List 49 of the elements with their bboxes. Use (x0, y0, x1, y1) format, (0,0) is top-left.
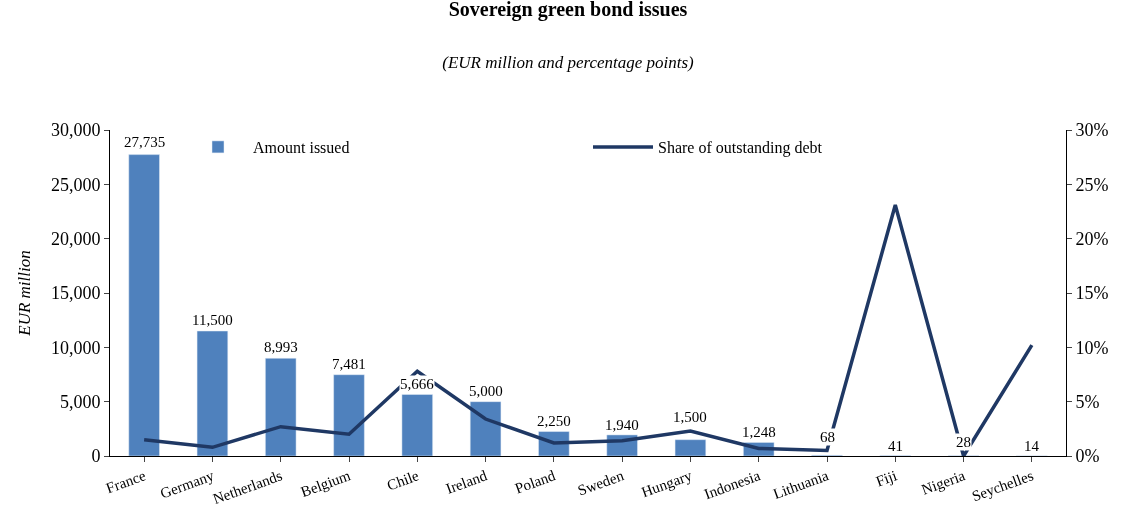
y-tick-label: 25,000 (50, 174, 101, 195)
y2-tick-label: 25% (1075, 174, 1109, 195)
x-tick-label: Belgium (298, 467, 353, 501)
bar (196, 330, 229, 456)
y-axis-title: EUR million (15, 250, 35, 337)
bar (469, 401, 502, 456)
x-tick-label: Chile (384, 467, 422, 494)
data-label: 1,940 (605, 417, 639, 433)
y2-tick-label: 5% (1075, 391, 1100, 412)
data-label: 27,735 (124, 134, 166, 150)
data-label: 1,248 (742, 424, 776, 440)
y-tick-label: 10,000 (50, 337, 101, 358)
x-tick-label: France (103, 467, 149, 497)
data-label: 2,250 (537, 413, 571, 429)
legend-label: Amount issued (253, 139, 350, 157)
data-label: 41 (888, 438, 903, 454)
data-label: 11,500 (192, 312, 233, 328)
x-tick-label: Sweden (575, 467, 627, 499)
y2-tick-label: 30% (1075, 120, 1109, 141)
bar (674, 439, 707, 456)
x-tick-label: Poland (512, 467, 558, 497)
chart-subtitle: (EUR million and percentage points) (442, 52, 695, 72)
chart-title: Sovereign green bond issues (448, 0, 688, 21)
y-tick-label: 0 (91, 446, 101, 467)
data-label: 14 (1024, 438, 1040, 454)
bar (333, 374, 365, 456)
y-tick-label: 15,000 (50, 283, 101, 304)
data-label: 1,500 (673, 409, 707, 425)
y-tick-label: 20,000 (50, 228, 101, 249)
data-label: 8,993 (264, 339, 298, 355)
x-tick-label: Hungary (639, 467, 695, 501)
data-label: 5,000 (469, 383, 503, 399)
y2-tick-label: 15% (1075, 283, 1109, 304)
y2-tick-label: 20% (1075, 228, 1109, 249)
x-tick-label: Ireland (443, 467, 490, 497)
bar (128, 154, 160, 456)
y2-tick-label: 10% (1075, 337, 1109, 358)
bar (401, 394, 433, 456)
legend-label: Share of outstanding debt (658, 139, 823, 158)
x-tick-label: Fiji (873, 467, 899, 490)
data-label: 7,481 (332, 356, 366, 372)
data-label: 28 (956, 434, 971, 450)
data-label: 5,666 (400, 376, 435, 392)
bar (265, 358, 297, 456)
x-tick-label: Nigeria (919, 467, 968, 498)
data-label: 68 (820, 429, 835, 445)
y-tick-label: 5,000 (59, 391, 101, 412)
y-tick-label: 30,000 (50, 120, 101, 141)
y2-tick-label: 0% (1075, 446, 1100, 467)
